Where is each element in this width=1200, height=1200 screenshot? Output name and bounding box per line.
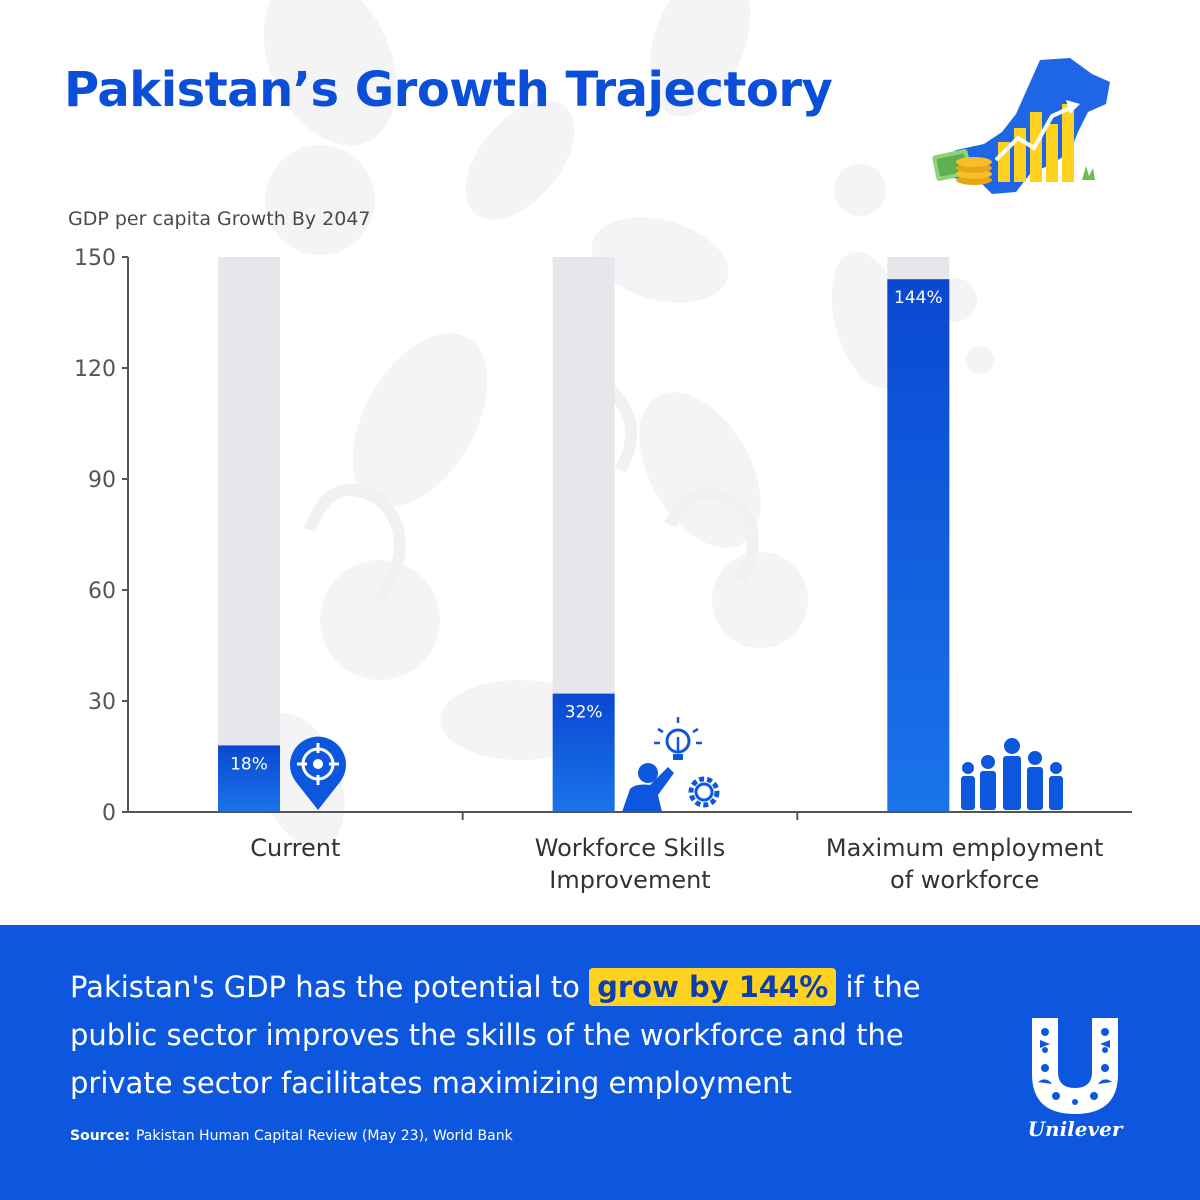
- x-category-label: Maximum employment of workforce: [826, 834, 1104, 894]
- bar-background: [218, 257, 280, 812]
- footer-message-highlight: grow by 144%: [589, 968, 837, 1006]
- bar-chart: GDP per capita Growth By 2047 0 30 60 90 120…: [68, 208, 1132, 894]
- footer-message-after: if the public sector improves the skills…: [70, 970, 921, 1100]
- source-label: Source:: [70, 1128, 130, 1144]
- y-tick-label: 120: [74, 357, 116, 382]
- bar-2: [552, 693, 615, 812]
- y-tick-label: 150: [74, 246, 116, 271]
- source-text: Pakistan Human Capital Review (May 23), …: [135, 1128, 513, 1144]
- bar-3: [887, 279, 950, 812]
- x-category-label: Workforce Skills Improvement: [535, 834, 725, 894]
- bar-1: [218, 745, 280, 812]
- y-axis-label: GDP per capita Growth By 2047: [68, 208, 371, 230]
- bar-data-label: 18%: [230, 754, 268, 774]
- footer-banner: Pakistan's GDP has the potential to grow…: [0, 925, 1200, 1200]
- bar-data-label: 144%: [894, 288, 943, 308]
- brand-wordmark: Unilever: [1028, 1117, 1124, 1140]
- y-tick-label: 30: [88, 690, 116, 715]
- pakistan-map-growth-icon: [932, 58, 1110, 194]
- person-ideas-gear-icon: [622, 717, 720, 812]
- y-tick-label: 0: [102, 801, 116, 826]
- y-tick-label: 60: [88, 579, 116, 604]
- location-target-icon: [290, 736, 346, 810]
- x-category-label: Current: [250, 834, 340, 862]
- workforce-group-icon: [961, 738, 1063, 810]
- unilever-u-logo-icon: Unilever: [1028, 1018, 1124, 1140]
- footer-message: Pakistan's GDP has the potential to grow…: [70, 963, 990, 1107]
- bar-data-label: 32%: [565, 703, 603, 723]
- y-tick-label: 90: [88, 468, 116, 493]
- source-line: Source: Pakistan Human Capital Review (Ma…: [70, 1128, 513, 1144]
- page-title: Pakistan’s Growth Trajectory: [64, 62, 833, 118]
- floral-watermark-pattern: [255, 0, 994, 848]
- footer-message-before: Pakistan's GDP has the potential to: [70, 970, 580, 1004]
